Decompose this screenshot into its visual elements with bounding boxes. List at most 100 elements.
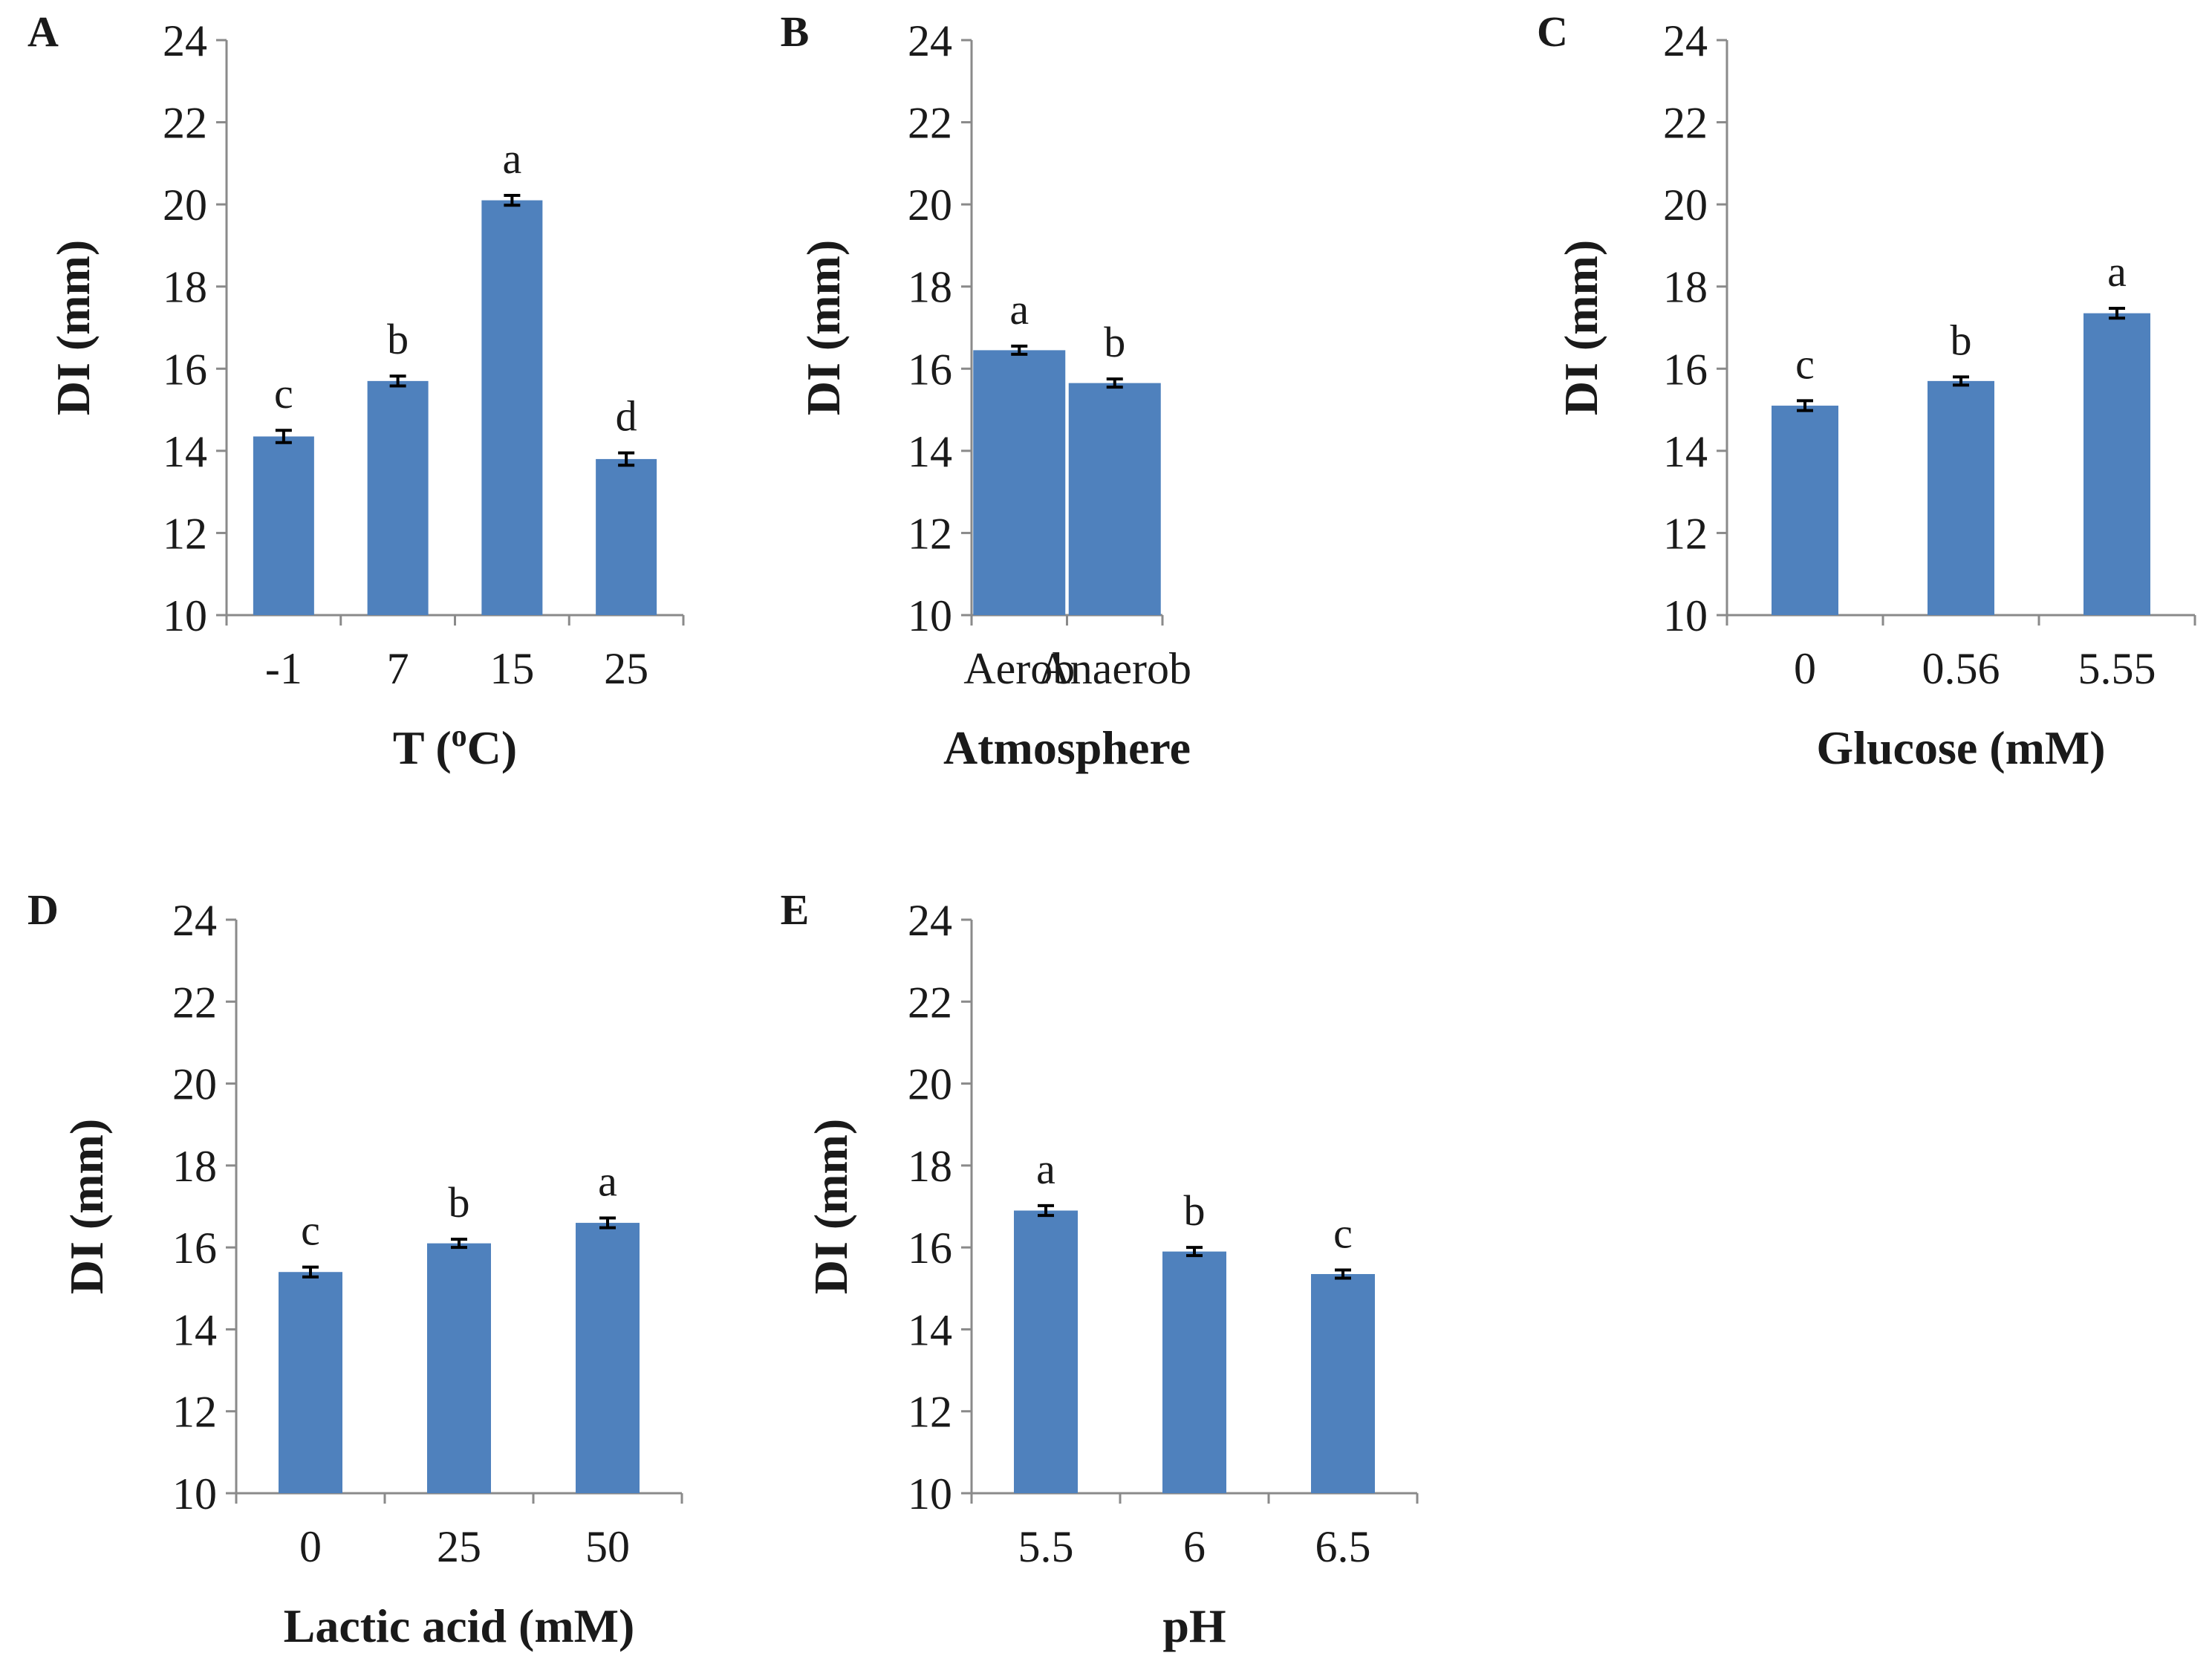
x-tick-label: 5.5	[1018, 1522, 1074, 1571]
significance-letter: a	[503, 134, 522, 183]
significance-letter: c	[301, 1206, 320, 1255]
x-tick-label: 6.5	[1315, 1522, 1371, 1571]
error-bar	[1011, 344, 1028, 356]
significance-letter: b	[1104, 318, 1125, 366]
panel-label: A	[27, 7, 59, 56]
x-axis-title: Lactic acid (mM)	[284, 1599, 635, 1652]
y-tick-label: 18	[1663, 263, 1708, 312]
error-bar	[1953, 375, 1969, 387]
y-tick-label: 22	[908, 978, 952, 1027]
significance-letter: b	[449, 1178, 470, 1227]
error-bar	[1106, 377, 1123, 389]
bar-0	[279, 1272, 342, 1493]
error-bar	[599, 1216, 616, 1229]
error-bar	[1797, 399, 1813, 412]
y-tick-label: 22	[1663, 99, 1708, 148]
y-axis-title: DI (mm)	[797, 240, 850, 415]
y-tick-label: 10	[908, 591, 952, 640]
y-tick-label: 22	[908, 99, 952, 148]
significance-letter: b	[1951, 316, 1972, 364]
y-tick-label: 18	[908, 1142, 952, 1191]
y-tick-label: 24	[172, 896, 217, 945]
x-tick-label: Aerob	[963, 644, 1075, 693]
x-tick-label: 0.56	[1922, 644, 2000, 693]
x-tick-label: 7	[387, 644, 409, 693]
y-tick-label: 24	[908, 896, 952, 945]
y-tick-label: 14	[172, 1305, 217, 1354]
y-tick-label: 16	[1663, 345, 1708, 394]
x-axis-title: Atmosphere	[943, 721, 1191, 774]
y-tick-label: 14	[908, 1305, 952, 1354]
bar-7	[367, 380, 429, 615]
error-bar	[504, 193, 521, 207]
significance-letter: b	[387, 315, 409, 363]
y-tick-label: 12	[908, 1388, 952, 1437]
y-axis-title: DI (mm)	[1555, 240, 1607, 415]
error-bar	[389, 374, 406, 388]
significance-letter: a	[2107, 247, 2127, 296]
error-bar	[1186, 1246, 1203, 1258]
y-tick-label: 14	[908, 427, 952, 476]
x-tick-label: 6	[1183, 1522, 1206, 1571]
y-tick-label: 18	[172, 1142, 217, 1191]
x-tick-label: 5.55	[2078, 644, 2156, 693]
y-tick-label: 16	[163, 345, 207, 394]
bar--1	[253, 436, 314, 615]
y-axis-title: DI (mm)	[804, 1119, 857, 1294]
bar-50	[576, 1223, 640, 1493]
y-tick-label: 14	[163, 427, 207, 476]
y-tick-label: 20	[172, 1060, 217, 1109]
y-tick-label: 12	[908, 509, 952, 558]
panel-label: B	[781, 7, 810, 56]
x-axis-title: Glucose (mM)	[1816, 721, 2105, 774]
y-tick-label: 20	[908, 181, 952, 230]
y-tick-label: 20	[163, 181, 207, 230]
significance-letter: a	[1036, 1145, 1055, 1193]
bar-0.56	[1928, 380, 1994, 615]
x-tick-label: 25	[604, 644, 648, 693]
y-tick-label: 16	[172, 1224, 217, 1273]
bar-6.5	[1311, 1273, 1375, 1493]
panel-label: D	[27, 886, 59, 934]
y-tick-label: 10	[172, 1469, 217, 1518]
x-tick-label: 15	[489, 644, 534, 693]
error-bar	[451, 1238, 467, 1250]
y-tick-label: 24	[163, 16, 207, 65]
panel-label: C	[1537, 7, 1568, 56]
y-tick-label: 22	[172, 978, 217, 1027]
panel-label: E	[781, 886, 810, 934]
y-tick-label: 24	[1663, 16, 1708, 65]
error-bar	[1335, 1268, 1351, 1280]
significance-letter: a	[598, 1157, 617, 1205]
chart-panel-e: E 10 12 14 16 18 20 22 24 a 5.5 b 6 c 6.5 pH DI (mm)	[781, 886, 1419, 1652]
y-tick-label: 20	[908, 1060, 952, 1109]
x-axis-title: T (oC)	[393, 719, 517, 774]
y-tick-label: 12	[1663, 509, 1708, 558]
y-tick-label: 10	[163, 591, 207, 640]
y-tick-label: 16	[908, 345, 952, 394]
y-tick-label: 14	[1663, 427, 1708, 476]
y-tick-label: 12	[163, 509, 207, 558]
y-tick-label: 10	[1663, 591, 1708, 640]
bar-6	[1162, 1251, 1226, 1493]
y-tick-label: 20	[1663, 181, 1708, 230]
x-tick-label: -1	[265, 644, 302, 693]
error-bar	[275, 429, 292, 444]
error-bar	[302, 1265, 319, 1279]
significance-letter: d	[616, 392, 637, 441]
error-bar	[618, 451, 635, 467]
bar-15	[481, 200, 543, 616]
significance-letter: c	[1795, 340, 1815, 388]
y-tick-label: 12	[172, 1388, 217, 1437]
x-tick-label: 0	[299, 1522, 322, 1571]
bar-5.5	[1014, 1210, 1078, 1493]
y-tick-label: 16	[908, 1224, 952, 1273]
chart-panel-c: C 10 12 14 16 18 20 22 24 c 0 b 0.56 a 5.55 Glucose (mM…	[1537, 7, 2196, 774]
x-tick-label: 50	[585, 1522, 630, 1571]
significance-letter: a	[1009, 285, 1029, 334]
x-tick-label: 0	[1794, 644, 1816, 693]
error-bar	[2109, 307, 2125, 320]
y-tick-label: 10	[908, 1469, 952, 1518]
x-axis-title: pH	[1162, 1599, 1226, 1652]
